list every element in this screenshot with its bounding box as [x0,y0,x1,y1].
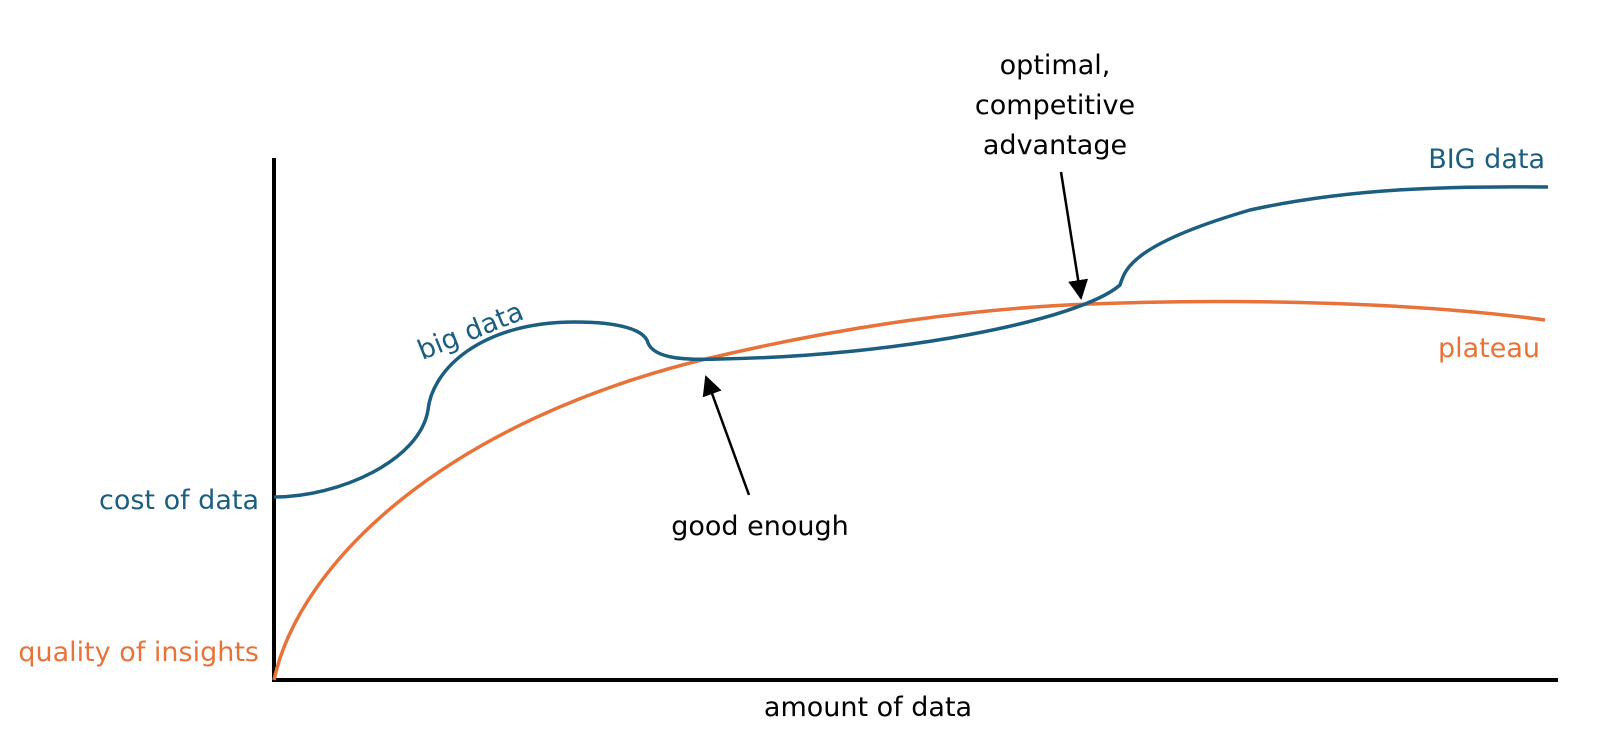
y-label: cost of data [99,485,259,516]
x-label: amount of data [764,692,972,723]
curve-label: big data [413,296,528,366]
cost-curve [273,185,1549,499]
y-label: quality of insights [18,637,259,668]
curve-label: BIG data [1428,144,1545,175]
curve-label: plateau [1438,333,1540,364]
annotation: advantage [983,130,1127,161]
annotation: optimal, [1000,50,1111,81]
arrow [1059,171,1089,300]
quality-curve [272,299,1546,681]
annotation: good enough [671,511,849,542]
annotation: competitive [975,90,1135,121]
arrow [702,375,751,496]
